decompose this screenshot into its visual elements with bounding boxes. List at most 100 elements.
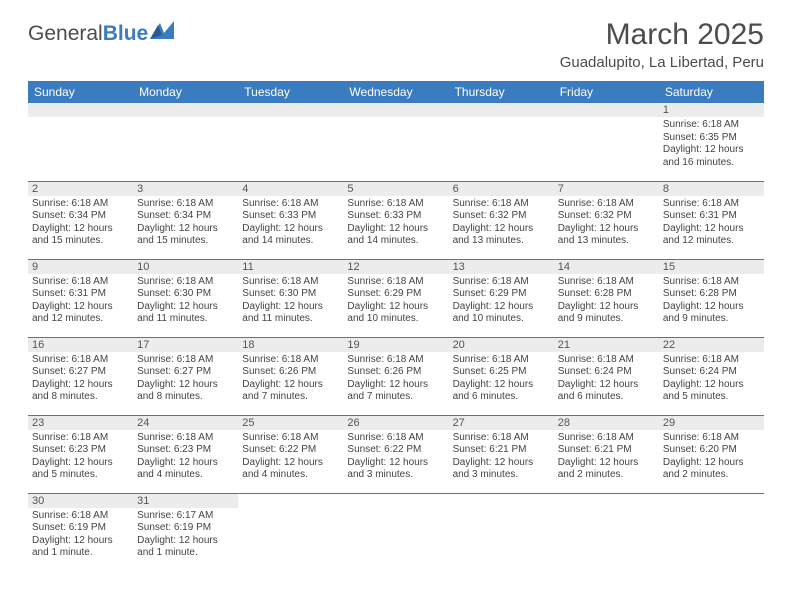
daylight-text: Daylight: 12 hours and 5 minutes. xyxy=(32,457,129,482)
sunset-text: Sunset: 6:27 PM xyxy=(137,366,234,379)
sunset-text: Sunset: 6:27 PM xyxy=(32,366,129,379)
calendar-cell: 5Sunrise: 6:18 AMSunset: 6:33 PMDaylight… xyxy=(343,181,448,259)
sunrise-text: Sunrise: 6:18 AM xyxy=(137,432,234,445)
calendar-week: 30Sunrise: 6:18 AMSunset: 6:19 PMDayligh… xyxy=(28,493,764,571)
day-number: 3 xyxy=(133,182,238,196)
sunset-text: Sunset: 6:31 PM xyxy=(663,210,760,223)
sunrise-text: Sunrise: 6:18 AM xyxy=(453,432,550,445)
day-body: Sunrise: 6:18 AMSunset: 6:21 PMDaylight:… xyxy=(554,430,659,486)
calendar-cell xyxy=(554,493,659,571)
day-number: 2 xyxy=(28,182,133,196)
day-number: 28 xyxy=(554,416,659,430)
sunset-text: Sunset: 6:28 PM xyxy=(558,288,655,301)
sunrise-text: Sunrise: 6:18 AM xyxy=(32,198,129,211)
sunrise-text: Sunrise: 6:18 AM xyxy=(663,198,760,211)
day-body: Sunrise: 6:18 AMSunset: 6:23 PMDaylight:… xyxy=(133,430,238,486)
sunrise-text: Sunrise: 6:18 AM xyxy=(558,276,655,289)
daylight-text: Daylight: 12 hours and 11 minutes. xyxy=(137,301,234,326)
sunrise-text: Sunrise: 6:18 AM xyxy=(242,354,339,367)
calendar-cell xyxy=(554,103,659,181)
daylight-text: Daylight: 12 hours and 5 minutes. xyxy=(663,379,760,404)
sunset-text: Sunset: 6:30 PM xyxy=(137,288,234,301)
day-number: 7 xyxy=(554,182,659,196)
daylight-text: Daylight: 12 hours and 6 minutes. xyxy=(558,379,655,404)
sunset-text: Sunset: 6:23 PM xyxy=(32,444,129,457)
day-number: 25 xyxy=(238,416,343,430)
daylight-text: Daylight: 12 hours and 1 minute. xyxy=(32,535,129,560)
daylight-text: Daylight: 12 hours and 6 minutes. xyxy=(453,379,550,404)
sunset-text: Sunset: 6:29 PM xyxy=(453,288,550,301)
sunrise-text: Sunrise: 6:18 AM xyxy=(453,198,550,211)
sunrise-text: Sunrise: 6:18 AM xyxy=(242,198,339,211)
sunrise-text: Sunrise: 6:18 AM xyxy=(453,276,550,289)
daylight-text: Daylight: 12 hours and 11 minutes. xyxy=(242,301,339,326)
sunrise-text: Sunrise: 6:18 AM xyxy=(32,510,129,523)
calendar-cell: 13Sunrise: 6:18 AMSunset: 6:29 PMDayligh… xyxy=(449,259,554,337)
title-block: March 2025 Guadalupito, La Libertad, Per… xyxy=(560,18,764,71)
sunrise-text: Sunrise: 6:18 AM xyxy=(242,432,339,445)
location: Guadalupito, La Libertad, Peru xyxy=(560,54,764,71)
calendar-header-row: SundayMondayTuesdayWednesdayThursdayFrid… xyxy=(28,81,764,103)
sunset-text: Sunset: 6:32 PM xyxy=(558,210,655,223)
sunrise-text: Sunrise: 6:18 AM xyxy=(663,432,760,445)
day-number: 31 xyxy=(133,494,238,508)
sunset-text: Sunset: 6:28 PM xyxy=(663,288,760,301)
sunrise-text: Sunrise: 6:18 AM xyxy=(137,276,234,289)
day-body: Sunrise: 6:18 AMSunset: 6:34 PMDaylight:… xyxy=(133,196,238,252)
day-body: Sunrise: 6:18 AMSunset: 6:30 PMDaylight:… xyxy=(133,274,238,330)
calendar-cell xyxy=(449,493,554,571)
day-body: Sunrise: 6:18 AMSunset: 6:32 PMDaylight:… xyxy=(449,196,554,252)
logo-text: GeneralBlue xyxy=(28,22,148,46)
daylight-text: Daylight: 12 hours and 14 minutes. xyxy=(242,223,339,248)
day-number: 6 xyxy=(449,182,554,196)
sunset-text: Sunset: 6:31 PM xyxy=(32,288,129,301)
daylight-text: Daylight: 12 hours and 7 minutes. xyxy=(242,379,339,404)
calendar-cell: 17Sunrise: 6:18 AMSunset: 6:27 PMDayligh… xyxy=(133,337,238,415)
daylight-text: Daylight: 12 hours and 3 minutes. xyxy=(347,457,444,482)
calendar-cell: 12Sunrise: 6:18 AMSunset: 6:29 PMDayligh… xyxy=(343,259,448,337)
sunset-text: Sunset: 6:24 PM xyxy=(558,366,655,379)
sunset-text: Sunset: 6:21 PM xyxy=(558,444,655,457)
day-body: Sunrise: 6:18 AMSunset: 6:30 PMDaylight:… xyxy=(238,274,343,330)
calendar-cell: 15Sunrise: 6:18 AMSunset: 6:28 PMDayligh… xyxy=(659,259,764,337)
day-number: 16 xyxy=(28,338,133,352)
day-body: Sunrise: 6:18 AMSunset: 6:33 PMDaylight:… xyxy=(238,196,343,252)
calendar-cell: 4Sunrise: 6:18 AMSunset: 6:33 PMDaylight… xyxy=(238,181,343,259)
day-number: 13 xyxy=(449,260,554,274)
calendar-cell xyxy=(238,493,343,571)
day-number: 11 xyxy=(238,260,343,274)
calendar-cell: 23Sunrise: 6:18 AMSunset: 6:23 PMDayligh… xyxy=(28,415,133,493)
sunrise-text: Sunrise: 6:18 AM xyxy=(558,432,655,445)
sunset-text: Sunset: 6:19 PM xyxy=(137,522,234,535)
calendar-cell: 9Sunrise: 6:18 AMSunset: 6:31 PMDaylight… xyxy=(28,259,133,337)
day-number: 1 xyxy=(659,103,764,117)
sunrise-text: Sunrise: 6:17 AM xyxy=(137,510,234,523)
sunset-text: Sunset: 6:26 PM xyxy=(242,366,339,379)
day-number: 23 xyxy=(28,416,133,430)
day-body: Sunrise: 6:18 AMSunset: 6:32 PMDaylight:… xyxy=(554,196,659,252)
day-body: Sunrise: 6:18 AMSunset: 6:25 PMDaylight:… xyxy=(449,352,554,408)
calendar-cell xyxy=(343,103,448,181)
calendar-cell: 29Sunrise: 6:18 AMSunset: 6:20 PMDayligh… xyxy=(659,415,764,493)
daylight-text: Daylight: 12 hours and 12 minutes. xyxy=(663,223,760,248)
day-body: Sunrise: 6:18 AMSunset: 6:26 PMDaylight:… xyxy=(343,352,448,408)
day-body: Sunrise: 6:18 AMSunset: 6:28 PMDaylight:… xyxy=(554,274,659,330)
day-number: 15 xyxy=(659,260,764,274)
day-header: Saturday xyxy=(659,81,764,103)
day-number-empty xyxy=(343,103,448,117)
sunrise-text: Sunrise: 6:18 AM xyxy=(663,119,760,132)
day-body: Sunrise: 6:18 AMSunset: 6:29 PMDaylight:… xyxy=(449,274,554,330)
calendar-week: 9Sunrise: 6:18 AMSunset: 6:31 PMDaylight… xyxy=(28,259,764,337)
day-body: Sunrise: 6:18 AMSunset: 6:23 PMDaylight:… xyxy=(28,430,133,486)
day-body: Sunrise: 6:18 AMSunset: 6:31 PMDaylight:… xyxy=(28,274,133,330)
sunset-text: Sunset: 6:26 PM xyxy=(347,366,444,379)
sunset-text: Sunset: 6:33 PM xyxy=(347,210,444,223)
sunset-text: Sunset: 6:24 PM xyxy=(663,366,760,379)
day-number: 19 xyxy=(343,338,448,352)
logo-mark-icon xyxy=(150,21,174,39)
sunset-text: Sunset: 6:22 PM xyxy=(347,444,444,457)
day-number-empty xyxy=(133,103,238,117)
daylight-text: Daylight: 12 hours and 10 minutes. xyxy=(347,301,444,326)
sunset-text: Sunset: 6:35 PM xyxy=(663,132,760,145)
sunset-text: Sunset: 6:30 PM xyxy=(242,288,339,301)
